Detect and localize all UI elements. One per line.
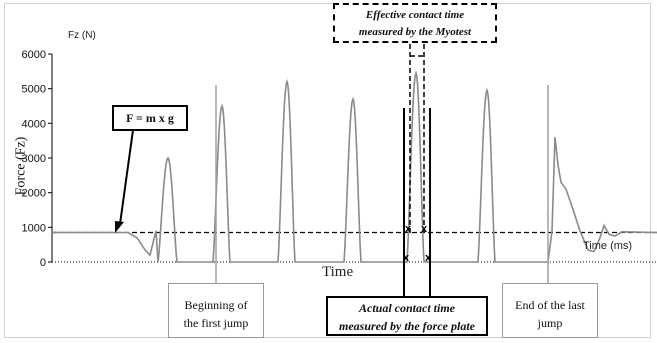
effective-marker-left: x [405,223,412,235]
reference-lines [52,231,657,263]
end-line2: jump [537,316,563,330]
force-series [52,70,657,263]
actual-marker-left: x [403,252,410,264]
effective-contact-box: Effective contact time measured by the M… [333,3,497,43]
force-trace-line [52,70,657,263]
actual-contact-line2: measured by the force plate [339,319,475,333]
formula-box: F = m x g [112,105,188,131]
beginning-line2: the first jump [183,316,249,330]
x-axis-label: Time [322,264,354,280]
effective-contact-line2: measured by the Myotest [358,26,472,38]
actual-contact-box: Actual contact time measured by the forc… [326,296,488,336]
y-tick-label: 0 [40,257,46,269]
y-tick-label: 2000 [22,188,46,200]
y-axis-label: Force (Fz) [13,136,29,196]
end-box: End of the last jump [502,283,598,338]
formula-arrow-head [115,221,124,233]
actual-marker-right: x [425,252,432,264]
effective-contact-line1: Effective contact time [365,9,465,21]
y-tick-label: 1000 [22,222,46,234]
actual-contact-line1: Actual contact time [359,301,455,315]
axes: 0 1000 2000 3000 4000 5000 6000 [22,49,53,269]
end-line1: End of the last [515,298,585,312]
y-tick-label: 5000 [22,84,46,96]
formula-arrow-shaft [119,129,134,225]
effective-marker-right: x [421,223,428,235]
y-tick-label: 6000 [22,49,46,61]
y-tick-label: 4000 [22,118,46,130]
beginning-line1: Beginning of [184,298,248,312]
chart-frame [4,3,651,338]
y-unit-label: Fz (N) [68,30,96,41]
formula-text: F = m x g [126,111,174,125]
x-axis-unit-label: Time (ms) [583,240,633,252]
y-tick-label: 3000 [22,153,46,165]
annotation-marks: x xx x [115,44,549,298]
beginning-box: Beginning of the first jump [168,283,264,338]
